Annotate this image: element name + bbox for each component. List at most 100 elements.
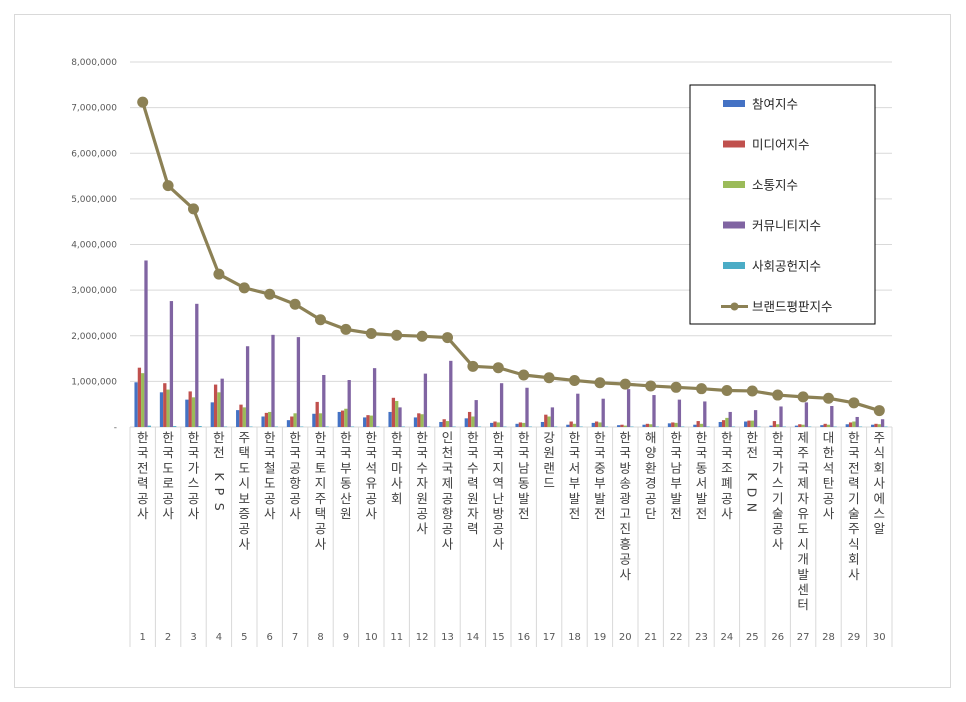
rank-label: 29 — [848, 632, 861, 643]
line-point — [645, 380, 657, 392]
bar — [569, 421, 573, 427]
bar — [776, 424, 780, 427]
bar — [249, 426, 253, 428]
bar — [721, 420, 726, 427]
line-point — [442, 332, 453, 344]
rank-label: 7 — [292, 632, 298, 643]
bar — [626, 389, 631, 427]
bar — [198, 426, 202, 427]
bar — [877, 424, 881, 427]
line-point — [289, 298, 301, 310]
bar — [623, 425, 627, 427]
rank-label: 11 — [390, 632, 403, 643]
bar — [540, 421, 545, 427]
bar — [147, 425, 151, 427]
y-tick-label: 6,000,000 — [71, 149, 117, 159]
rank-label: 2 — [165, 632, 171, 643]
line-point — [264, 288, 276, 300]
line-point — [746, 385, 758, 397]
bar — [344, 408, 348, 427]
bar — [826, 424, 831, 427]
y-tick-label: 7,000,000 — [71, 104, 117, 114]
rank-label: 24 — [721, 632, 734, 643]
legend-swatch — [723, 262, 745, 269]
bar — [471, 416, 475, 427]
bar — [848, 422, 853, 427]
rank-label: 30 — [873, 632, 886, 643]
bar — [798, 424, 802, 427]
legend-label: 커뮤니티지수 — [752, 218, 821, 233]
bar — [718, 421, 722, 427]
bar — [366, 415, 370, 427]
line-point — [797, 391, 809, 403]
bar — [220, 378, 224, 427]
bar — [572, 423, 577, 427]
bar — [652, 395, 656, 427]
bar — [391, 397, 396, 427]
bar — [845, 424, 849, 427]
bar — [169, 301, 174, 427]
rank-label: 18 — [568, 632, 581, 643]
legend-label: 미디어지수 — [752, 137, 810, 152]
bar — [388, 411, 392, 427]
line-point — [848, 397, 860, 409]
bar — [496, 422, 500, 427]
bar — [413, 417, 418, 427]
bar — [245, 346, 250, 427]
rank-label: 13 — [441, 632, 454, 643]
bar — [525, 387, 529, 427]
bar — [598, 422, 602, 427]
rank-label: 8 — [317, 632, 323, 643]
bar — [731, 426, 736, 428]
bar — [547, 416, 551, 427]
bar — [725, 417, 729, 428]
line-point — [162, 180, 174, 192]
rank-label: 19 — [594, 632, 607, 643]
bar — [322, 374, 326, 427]
bar — [191, 397, 196, 427]
bar — [420, 414, 424, 427]
bar — [782, 426, 786, 428]
rank-label: 17 — [543, 632, 556, 643]
bar — [274, 426, 278, 428]
bar — [271, 334, 275, 427]
bar — [442, 419, 446, 427]
bar — [630, 426, 634, 428]
bar — [286, 420, 291, 427]
line-point — [873, 405, 885, 417]
line-point — [543, 372, 555, 384]
bar — [217, 392, 221, 427]
bar — [830, 406, 834, 427]
bar — [163, 383, 167, 427]
bar — [449, 360, 453, 427]
bar — [300, 426, 304, 428]
rank-label: 23 — [695, 632, 708, 643]
bar — [820, 425, 824, 427]
bar — [515, 423, 519, 427]
bar — [750, 420, 754, 427]
bar — [550, 407, 555, 427]
bar — [594, 421, 599, 427]
rank-label: 16 — [517, 632, 530, 643]
line-point — [137, 96, 149, 108]
bar — [884, 426, 888, 428]
y-tick-label: 8,000,000 — [71, 58, 117, 68]
bar — [296, 337, 301, 427]
bar — [852, 421, 856, 427]
bar — [144, 260, 148, 427]
